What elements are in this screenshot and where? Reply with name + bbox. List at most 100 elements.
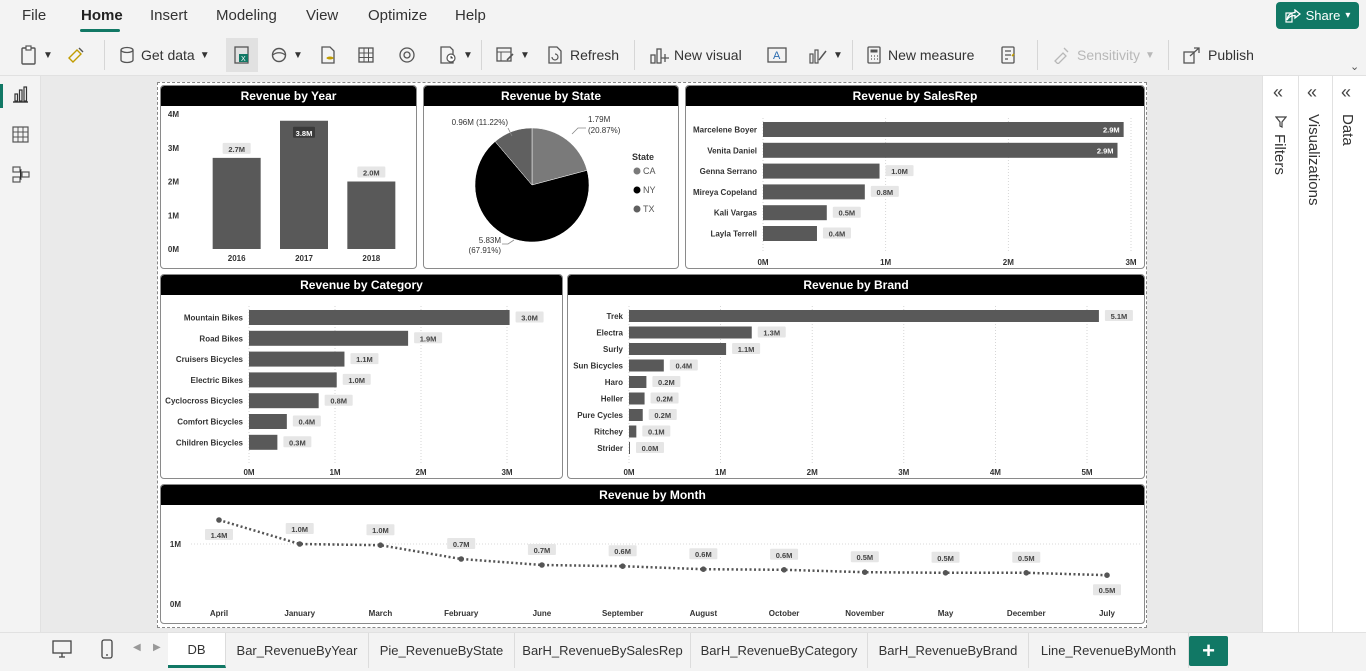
data-label-bg — [608, 545, 637, 557]
data-label: 0.6M — [776, 551, 793, 560]
sql-server-button[interactable] — [319, 42, 337, 68]
page-tab-bar-revenue-by-year[interactable]: Bar_RevenueByYear — [226, 633, 369, 668]
bar-2018 — [347, 181, 396, 249]
menu-help[interactable]: Help — [455, 7, 486, 24]
chevron-down-icon: ▼ — [463, 49, 473, 61]
y-category-label: Genna Serrano — [700, 167, 757, 176]
menu-optimize[interactable]: Optimize — [368, 7, 428, 24]
collapse-filters-icon[interactable]: « — [1273, 82, 1284, 102]
excel-icon: X — [234, 46, 249, 64]
revenue-by-category-visual[interactable]: Revenue by Category 0M 1M 2M 3M Mountain Bik… — [160, 274, 563, 479]
revenue-by-month-visual[interactable]: Revenue by Month 0M 1M 1.4M April 1.0M Januar… — [160, 484, 1145, 624]
page-tab-barh-revenue-by-salesrep[interactable]: BarH_RevenueBySalesRep — [515, 633, 691, 668]
y-category-label: Mireya Copeland — [693, 188, 757, 197]
ribbon-toolbar: ▼ Get data ▼ X ▼ ▼ — [0, 34, 1366, 76]
publish-label: Publish — [1208, 47, 1254, 63]
y-category-label: Strider — [597, 444, 623, 453]
enter-data-button[interactable] — [357, 42, 375, 68]
x-tick-label: 3M — [1125, 258, 1136, 267]
publish-button[interactable]: Publish — [1183, 42, 1254, 68]
data-label: 0.1M — [648, 428, 665, 437]
bar-marcelene-boyer — [763, 122, 1124, 137]
revenue-by-year-chart: 0M 1M 2M 3M 4M 2.7M 2016 3.8M 2017 2.0M 2018 — [168, 110, 396, 263]
new-visual-button[interactable]: New visual — [649, 42, 742, 68]
data-pane[interactable]: « Data — [1332, 76, 1366, 632]
data-label-bg — [669, 359, 698, 371]
page-tab-db[interactable]: DB — [168, 633, 226, 668]
onelake-hub-button[interactable]: ▼ — [270, 42, 303, 68]
share-button[interactable]: Share ▾ — [1276, 2, 1359, 29]
menu-home[interactable]: Home — [81, 7, 123, 24]
x-tick-label: September — [602, 609, 643, 618]
desktop-layout-icon[interactable] — [52, 640, 72, 658]
y-tick-label: 1M — [170, 540, 181, 549]
page-tab-pie-revenue-by-state[interactable]: Pie_RevenueByState — [369, 633, 515, 668]
transform-data-button[interactable]: ▼ — [495, 42, 530, 68]
data-label-bg — [414, 332, 443, 344]
y-category-label: Kali Vargas — [714, 209, 758, 218]
sensitivity-button[interactable]: Sensitivity ▼ — [1052, 42, 1155, 68]
y-category-label: Electra — [596, 329, 623, 338]
x-tick-label: 2M — [1003, 258, 1014, 267]
collapse-data-icon[interactable]: « — [1341, 82, 1352, 102]
text-box-button[interactable]: A — [767, 42, 787, 68]
y-category-label: Mountain Bikes — [184, 314, 244, 323]
bar-kali-vargas — [763, 205, 827, 221]
y-tick-label: 2M — [168, 178, 179, 187]
revenue-by-brand-visual[interactable]: Revenue by Brand 0M 1M 2M 3M 4M 5M Trek 5.1M Ele… — [567, 274, 1145, 479]
page-tab-line-revenue-by-month[interactable]: Line_RevenueByMonth — [1029, 633, 1189, 668]
bar-road-bikes — [249, 330, 409, 346]
menu-bar: File Home Insert Modeling View Optimize … — [0, 0, 1366, 34]
data-label-bg — [342, 373, 371, 385]
new-measure-button[interactable]: New measure — [865, 42, 974, 68]
dataverse-button[interactable] — [397, 42, 417, 68]
data-label: 1.3M — [763, 329, 780, 338]
get-data-button[interactable]: Get data ▼ — [118, 42, 210, 68]
filters-pane[interactable]: « Filters — [1262, 76, 1298, 632]
add-page-button[interactable]: + — [1189, 636, 1228, 666]
paste-button[interactable]: ▼ — [20, 42, 53, 68]
mobile-layout-icon[interactable] — [100, 639, 114, 659]
data-point-april — [216, 517, 222, 523]
legend-marker-NY — [633, 186, 641, 194]
x-tick-label: 0M — [243, 468, 254, 477]
report-view-icon[interactable] — [12, 86, 29, 103]
collapse-visualizations-icon[interactable]: « — [1307, 82, 1318, 102]
menu-modeling[interactable]: Modeling — [216, 7, 277, 24]
data-label-bg — [1093, 584, 1121, 596]
data-label: 0.4M — [675, 362, 692, 371]
data-label: 0.4M — [298, 418, 315, 427]
x-tick-label: 2018 — [362, 254, 380, 263]
quick-measure-button[interactable] — [999, 42, 1017, 68]
y-category-label: Electric Bikes — [191, 376, 244, 385]
revenue-by-state-visual[interactable]: Revenue by State 1.79M (20.87%) 0.96M (11.… — [423, 85, 679, 269]
table-view-icon[interactable] — [12, 126, 29, 143]
excel-workbook-button[interactable]: X — [226, 38, 258, 72]
menu-view[interactable]: View — [306, 7, 339, 24]
y-tick-label: 3M — [168, 144, 179, 153]
data-label-bg — [650, 392, 679, 404]
data-label: 3.0M — [521, 314, 538, 323]
visualizations-pane[interactable]: « Visualizations — [1298, 76, 1332, 632]
revenue-by-year-visual[interactable]: Revenue by Year 0M 1M 2M 3M 4M 2.7M 2016 3.8M 20… — [160, 85, 417, 269]
scroll-right-icon[interactable]: ▶ — [153, 642, 161, 653]
revenue-by-salesrep-visual[interactable]: Revenue by SalesRep 0M 1M 2M 3M Marcelene Bo… — [685, 85, 1145, 269]
menu-file[interactable]: File — [22, 7, 47, 24]
chevron-down-icon: ▼ — [199, 49, 210, 61]
refresh-button[interactable]: Refresh — [545, 42, 619, 68]
filter-icon — [1275, 116, 1287, 128]
model-view-icon[interactable] — [12, 166, 30, 183]
visual-title: Revenue by Month — [161, 485, 1144, 505]
format-painter-button[interactable] — [66, 42, 86, 68]
recent-sources-button[interactable]: ▼ — [438, 42, 473, 68]
y-category-label: Cruisers Bicycles — [176, 355, 244, 364]
scroll-left-icon[interactable]: ◀ — [133, 642, 141, 653]
data-label: 1.1M — [738, 345, 755, 354]
data-label: 0.6M — [695, 550, 712, 559]
bar-comfort-bicycles — [249, 414, 287, 429]
page-tab-barh-revenue-by-category[interactable]: BarH_RevenueByCategory — [691, 633, 868, 668]
more-visuals-button[interactable]: ▼ — [808, 42, 843, 68]
menu-insert[interactable]: Insert — [150, 7, 188, 24]
ribbon-collapse-icon[interactable]: ⌄ — [1350, 61, 1360, 73]
page-tab-barh-revenue-by-brand[interactable]: BarH_RevenueByBrand — [868, 633, 1029, 668]
